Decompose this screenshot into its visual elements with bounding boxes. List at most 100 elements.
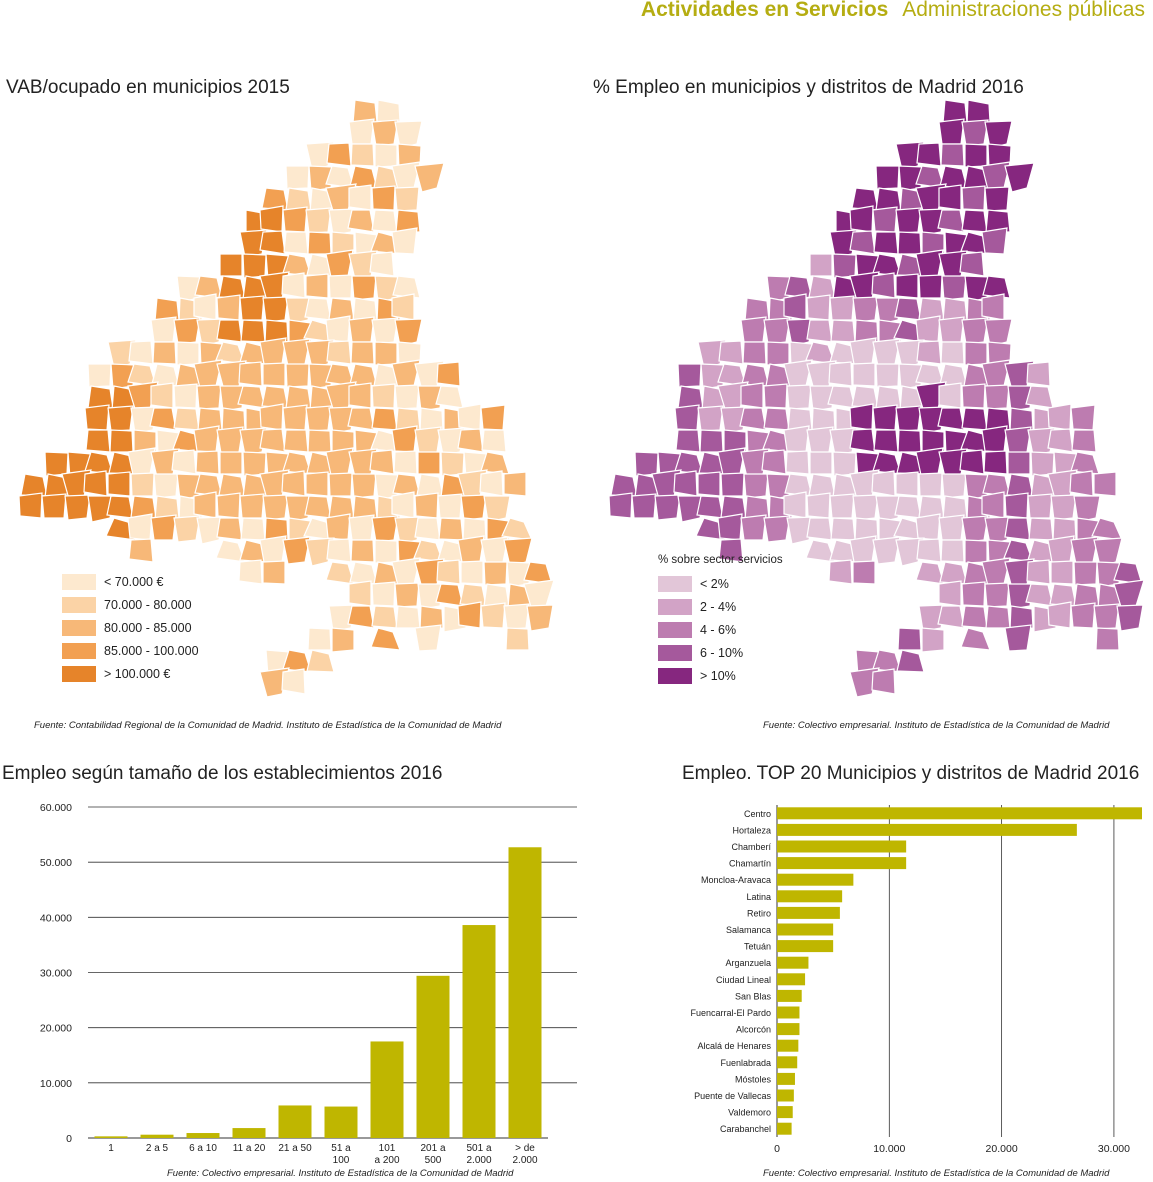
top20-chart-source: Fuente: Colectivo empresarial. Instituto… [763,1168,1110,1179]
empleo-region [1025,385,1054,409]
empleo-region [1028,517,1054,541]
vab-region [64,494,91,521]
vab-region [44,451,69,477]
vab-region [325,315,351,343]
vab-region [195,450,220,475]
empleo-region [1116,604,1144,632]
vab-region [370,627,401,651]
empleo-region [961,605,988,629]
vab-region [261,187,289,211]
vab-region [371,407,398,431]
empleo-region [1073,561,1098,586]
empleo-region [896,649,925,673]
vab-region [391,227,418,255]
empleo-region [808,275,836,299]
size-xtick-label: 2.000 [466,1155,491,1165]
empleo-region [740,382,764,409]
empleo-region [763,317,791,345]
vab-region [457,601,482,629]
empleo-region [875,363,900,388]
vab-region [307,231,332,255]
empleo-region [937,605,965,629]
empleo-region [806,492,831,519]
size-bar [278,1105,312,1138]
vab-region [304,297,332,321]
vab-region [176,341,200,366]
vab-region [414,426,442,454]
vab-region [106,495,134,519]
vab-region [128,340,154,365]
empleo-region [654,494,681,521]
empleo-region [743,473,769,499]
top20-xtick-label: 0 [774,1143,780,1155]
empleo-region [916,340,942,365]
vab-region [371,605,398,629]
vab-legend-item: 70.000 - 80.000 [62,593,199,616]
top20-category-label: Salamanca [726,925,771,935]
empleo-region [961,185,986,211]
empleo-legend-swatch [658,598,692,615]
empleo-region [964,539,988,564]
empleo-region [895,207,922,234]
empleo-region [1047,403,1072,431]
empleo-region [832,451,857,477]
vab-legend-swatch [62,665,96,682]
vab-region [237,385,266,409]
header-title: Actividades en Servicios [640,0,889,21]
empleo-region [960,627,991,651]
empleo-region [699,429,724,453]
size-xtick-label: 2 a 5 [146,1143,169,1154]
vab-region [414,162,445,193]
vab-legend-label: 80.000 - 85.000 [104,620,192,635]
empleo-region [985,209,1011,233]
empleo-region [1004,492,1029,519]
vab-region [282,206,308,233]
vab-region [283,429,309,453]
vab-region [194,275,223,299]
top20-category-label: Tetuán [744,942,771,952]
vab-legend-item: > 100.000 € [62,662,199,685]
vab-region [242,451,267,477]
vab-legend-item: 80.000 - 85.000 [62,616,199,639]
top20-category-label: San Blas [735,991,772,1001]
top20-bar [777,1006,800,1019]
size-xtick-label: 6 a 10 [189,1143,217,1154]
vab-region [392,473,421,497]
empleo-region [1004,517,1031,541]
empleo-region [938,382,962,409]
top20-xtick-label: 20.000 [986,1143,1018,1155]
vab-region [218,275,246,299]
empleo-region [872,536,901,565]
top20-category-label: Arganzuela [725,958,771,968]
empleo-region [849,535,877,563]
vab-region [526,604,554,632]
size-bar [462,925,496,1138]
empleo-region [1004,162,1035,193]
vab-region [436,559,461,585]
empleo-region [1070,602,1096,629]
top20-bar [777,1089,794,1102]
top20-bar [777,956,809,969]
empleo-region [1049,583,1077,607]
empleo-legend-label: > 10% [700,668,736,683]
vab-region [304,495,332,519]
empleo-region [1047,428,1074,453]
empleo-region [806,294,831,321]
vab-legend-label: 85.000 - 100.000 [104,643,199,658]
vab-region [328,472,353,497]
empleo-region [718,340,744,365]
empleo-region [897,231,922,255]
vab-region [262,494,289,521]
empleo-region [1006,473,1034,497]
vab-region [239,295,265,321]
vab-region [394,120,423,149]
empleo-region [938,184,962,211]
empleo-region [1070,404,1096,431]
vab-region [283,231,309,255]
vab-region [87,363,112,388]
size-chart-title: Empleo según tamaño de los establecimien… [2,763,443,784]
empleo-legend-item: < 2% [658,572,783,595]
empleo-region [808,473,836,497]
empleo-region [806,517,833,541]
empleo-region [938,580,962,607]
